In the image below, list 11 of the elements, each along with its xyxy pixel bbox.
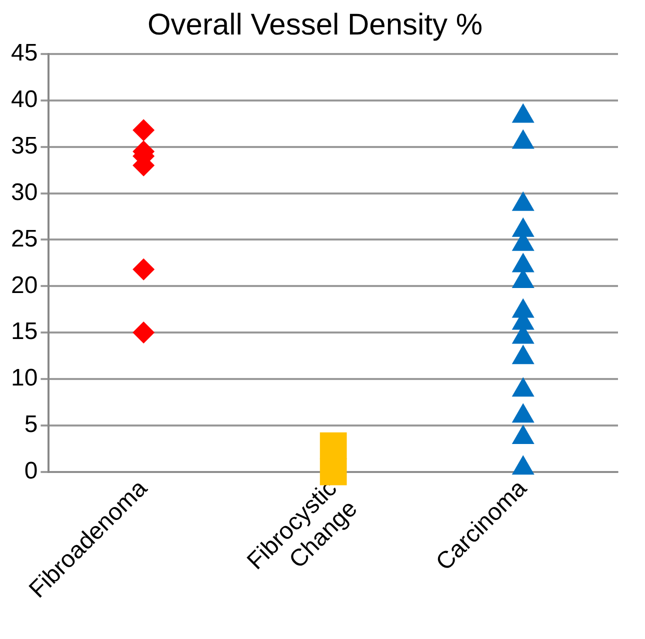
y-tick-label: 15 (10, 318, 38, 346)
y-tick-label: 20 (10, 272, 38, 299)
y-tick-label: 40 (10, 86, 38, 114)
chart-title: Overall Vessel Density % (147, 8, 483, 42)
y-tick-label: 45 (10, 40, 38, 67)
y-tick-label: 5 (24, 411, 38, 438)
y-tick-label: 30 (10, 178, 38, 206)
y-tick-label: 10 (10, 364, 38, 392)
y-tick-label: 25 (10, 225, 38, 252)
y-tick-label: 0 (24, 457, 38, 484)
y-tick-label: 35 (10, 132, 38, 160)
